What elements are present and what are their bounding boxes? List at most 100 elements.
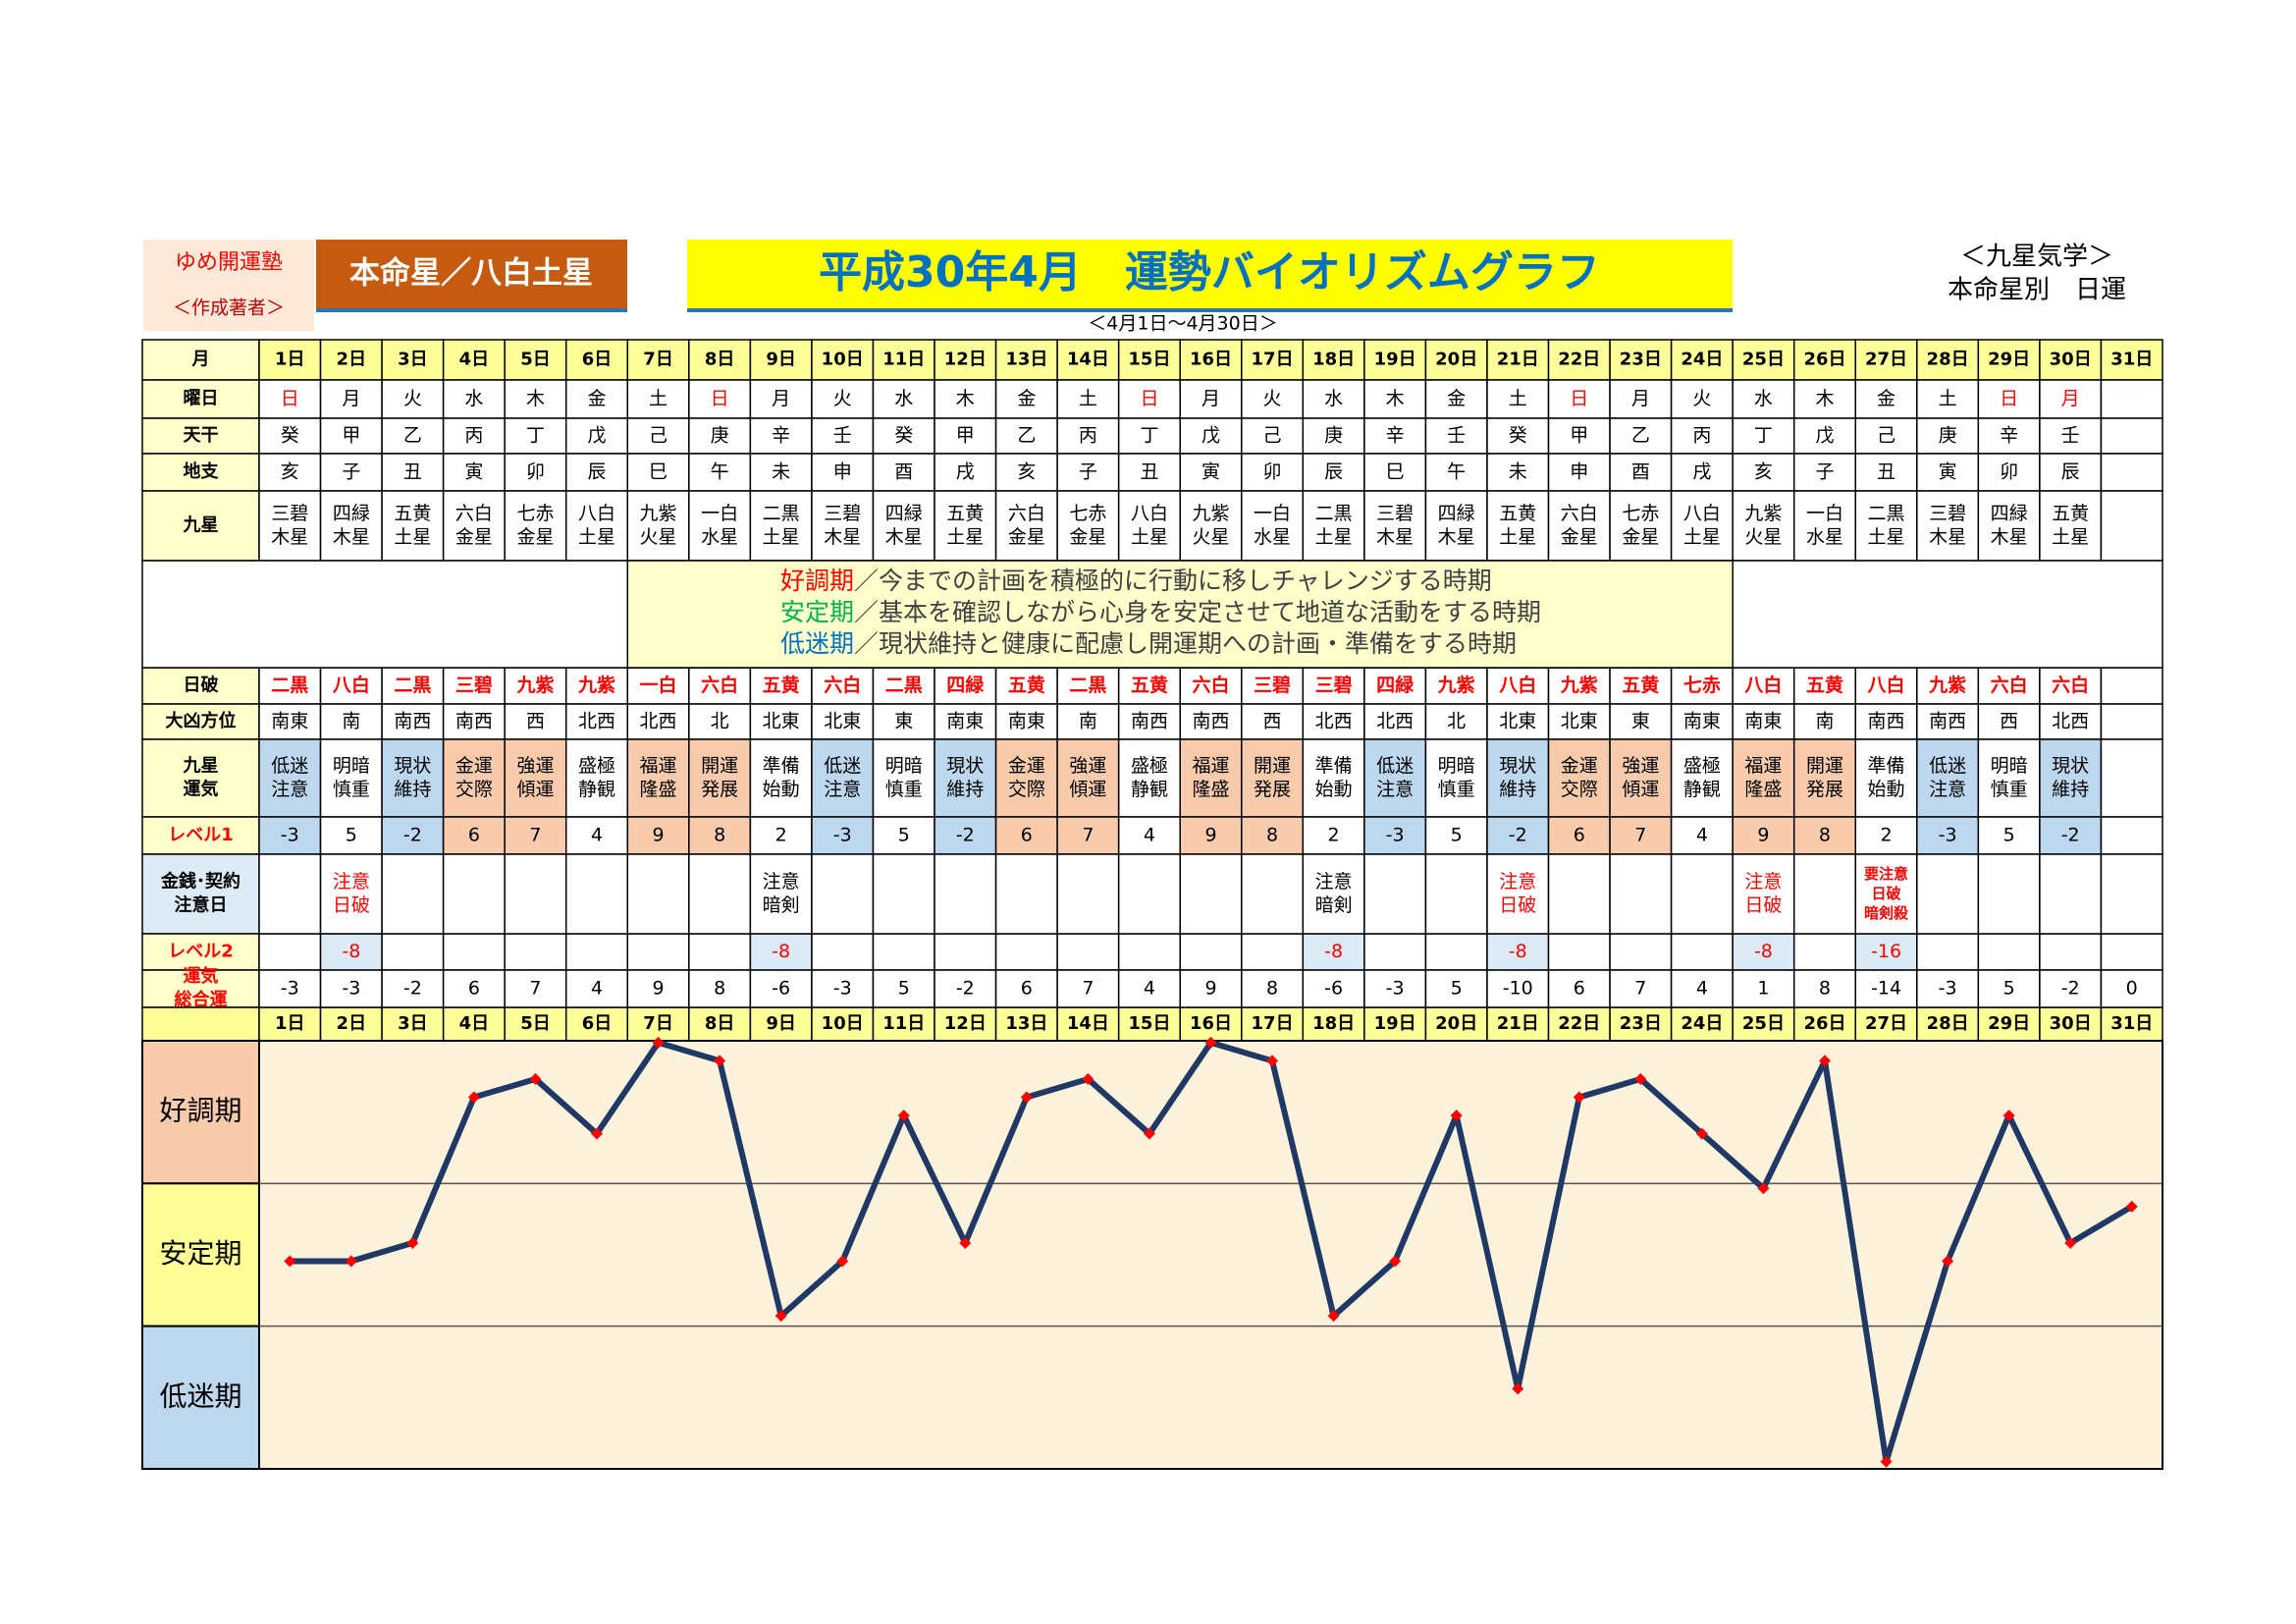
point [2064,1236,2077,1249]
cell [1363,490,1427,562]
fortune-text: 現状 [946,755,984,777]
level1-text: -2 [403,825,422,846]
level1-text: 8 [1266,825,1278,846]
date: 2日 [337,350,367,370]
total-text: 9 [653,978,665,1000]
level1-text: -2 [1509,825,1527,846]
legend-text: ／今までの計画を積極的に行動に移しチャレンジする時期 [854,567,1492,595]
fortune-text: 維持 [394,779,431,800]
cell [1302,490,1365,562]
legend-text: ／基本を確認しながら心身を安定させて地道な活動をする時期 [854,598,1541,626]
cell [1977,969,2041,1008]
branch-text: 申 [833,461,852,483]
cell [1424,490,1488,562]
date: 16日 [1190,350,1232,370]
cell [1117,738,1181,818]
cell [504,853,567,935]
hajo-text: 五黄 [1622,674,1659,696]
date: 7日 [643,1013,673,1034]
star-text: 金星 [1069,526,1106,548]
fortune-text: 隆盛 [640,779,677,800]
cell [994,453,1058,492]
cell [934,738,997,818]
cell [258,490,322,562]
cell [1792,1006,1857,1042]
star-text: 火星 [1192,526,1229,548]
cell [688,453,752,492]
branch-text: 子 [1079,461,1097,483]
star-text: 五黄 [394,503,431,524]
stem-text: 丙 [464,425,483,447]
level1-text: 5 [346,825,357,846]
date: 12日 [944,350,987,370]
title-box [687,240,1733,308]
stem-text: 壬 [1447,425,1466,447]
star-text: 五黄 [1499,503,1536,524]
branch-text: 卯 [2000,461,2018,483]
point [1327,1310,1340,1323]
cell [1792,738,1857,818]
cell [1363,738,1427,818]
note: 注意 [333,871,370,893]
weekday-text: 土 [649,388,667,409]
fortune-text: 交際 [455,779,493,800]
cell [872,1006,935,1042]
cell [1241,379,1305,419]
cell [1117,816,1181,855]
cell [1547,490,1611,562]
cell [1486,379,1550,419]
level1-text: 2 [1880,825,1892,846]
cell [2039,490,2103,562]
cell [994,339,1058,381]
star-text: 木星 [1438,526,1475,548]
weekday-text: 木 [956,388,975,409]
cell [1732,339,1795,381]
branch-text: 酉 [894,461,913,483]
cell [564,969,629,1008]
star-text: 木星 [824,526,861,548]
cell [141,738,260,818]
cell [319,339,383,381]
direction-text: 北西 [578,711,615,732]
stem-text: 己 [649,425,667,447]
cell [258,1006,322,1042]
level2-text: -16 [1871,941,1901,962]
date: 4日 [459,350,490,370]
cell [994,816,1058,855]
weekday-text: 水 [894,388,913,409]
direction-text: 南 [1815,711,1834,732]
cell [2100,1006,2163,1042]
weekday-text: 月 [1201,388,1220,409]
fortune-text: 強運 [1069,755,1106,777]
level2-text: -8 [772,941,790,962]
point [406,1236,419,1249]
date: 30日 [2050,1013,2092,1034]
cell [626,560,1734,669]
direction-text: 南 [1079,711,1097,732]
point [467,1091,480,1104]
date: 21日 [1497,1013,1539,1034]
date: 27日 [1865,350,1907,370]
total-text: -3 [342,978,360,1000]
cell [626,339,690,381]
weekday-text: 火 [1263,388,1282,409]
weekday-text: 日 [1570,388,1588,409]
cell [504,417,567,455]
point [1020,1091,1033,1104]
date: 14日 [1067,350,1109,370]
stem-text: 庚 [1939,425,1957,447]
fortune-text: 福運 [1192,755,1229,777]
cell [1056,339,1120,381]
stem-text: 己 [1263,425,1282,447]
cell [688,490,752,562]
date: 29日 [1988,1013,2030,1034]
total-text: -3 [1386,978,1405,1000]
cell [1792,453,1857,492]
branch-text: 巳 [1386,461,1405,483]
fortune-text: 盛極 [1131,755,1168,777]
cell [1486,969,1550,1008]
branch-text: 卯 [526,461,545,483]
fortune-text: 交際 [1561,779,1598,800]
star-text: 三碧 [1929,503,1966,524]
fortune-text: 準備 [1868,755,1905,777]
